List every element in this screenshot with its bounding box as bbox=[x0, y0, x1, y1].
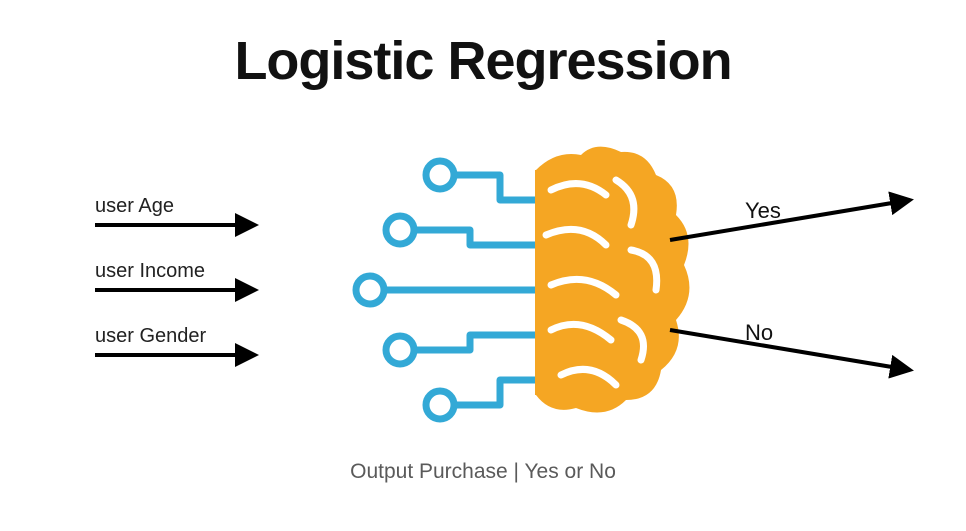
input-arrows bbox=[95, 225, 255, 355]
diagram-svg bbox=[0, 0, 966, 531]
circuit-lines bbox=[382, 175, 536, 405]
diagram-canvas: Logistic Regression user Age user Income… bbox=[0, 0, 966, 531]
output-arrows bbox=[670, 200, 910, 370]
brain-icon bbox=[536, 147, 689, 413]
